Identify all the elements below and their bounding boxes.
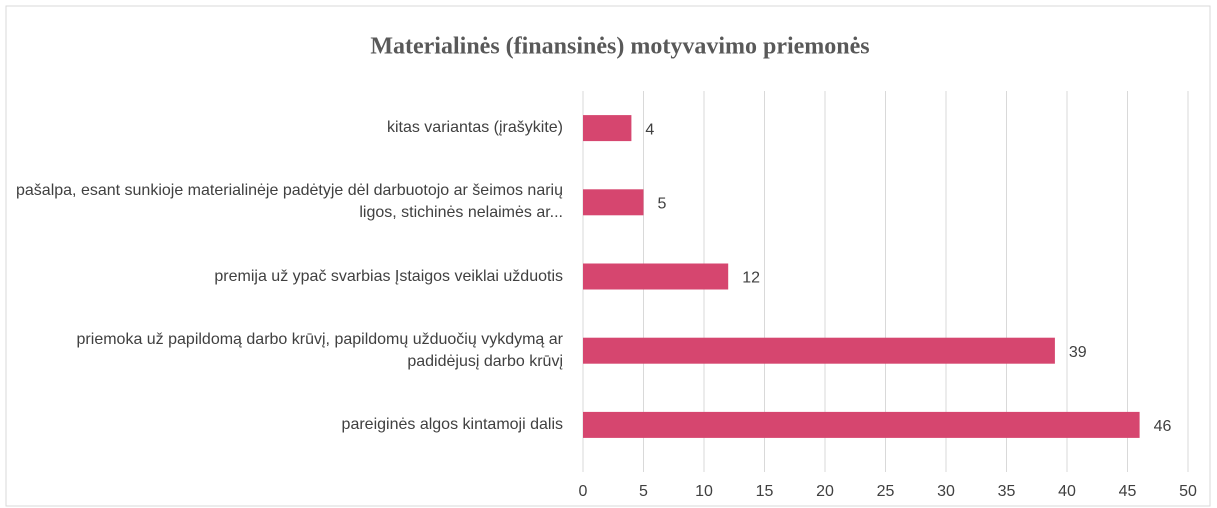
x-tick-label: 20 <box>816 483 834 500</box>
bar <box>583 263 729 290</box>
value-label: 12 <box>742 270 760 287</box>
y-tick-label: pareiginės algos kintamoji dalis <box>341 415 563 433</box>
bar <box>583 411 1140 438</box>
x-tick-label: 15 <box>756 483 774 500</box>
y-tick-label: premija už ypač svarbias Įstaigos veikla… <box>214 267 563 285</box>
chart-title: Materialinės (finansinės) motyvavimo pri… <box>370 34 869 60</box>
bar <box>583 337 1055 364</box>
value-label: 39 <box>1069 344 1087 361</box>
bar <box>583 189 644 216</box>
x-tick-label: 45 <box>1119 483 1137 500</box>
x-tick-label: 0 <box>579 483 588 500</box>
x-tick-label: 25 <box>877 483 895 500</box>
value-label: 4 <box>645 121 654 138</box>
value-label: 46 <box>1154 418 1172 435</box>
x-tick-label: 10 <box>695 483 713 500</box>
y-tick-label: pašalpa, esant sunkioje materialinėje pa… <box>16 182 563 222</box>
x-tick-label: 40 <box>1058 483 1076 500</box>
x-tick-label: 5 <box>639 483 648 500</box>
x-tick-label: 35 <box>998 483 1016 500</box>
y-tick-label: priemoka už papildomą darbo krūvį, papil… <box>76 330 563 370</box>
y-tick-label: kitas variantas (įrašykite) <box>386 119 563 137</box>
bar <box>583 115 632 142</box>
x-tick-label: 30 <box>937 483 955 500</box>
x-tick-label: 50 <box>1179 483 1197 500</box>
value-label: 5 <box>658 196 667 213</box>
